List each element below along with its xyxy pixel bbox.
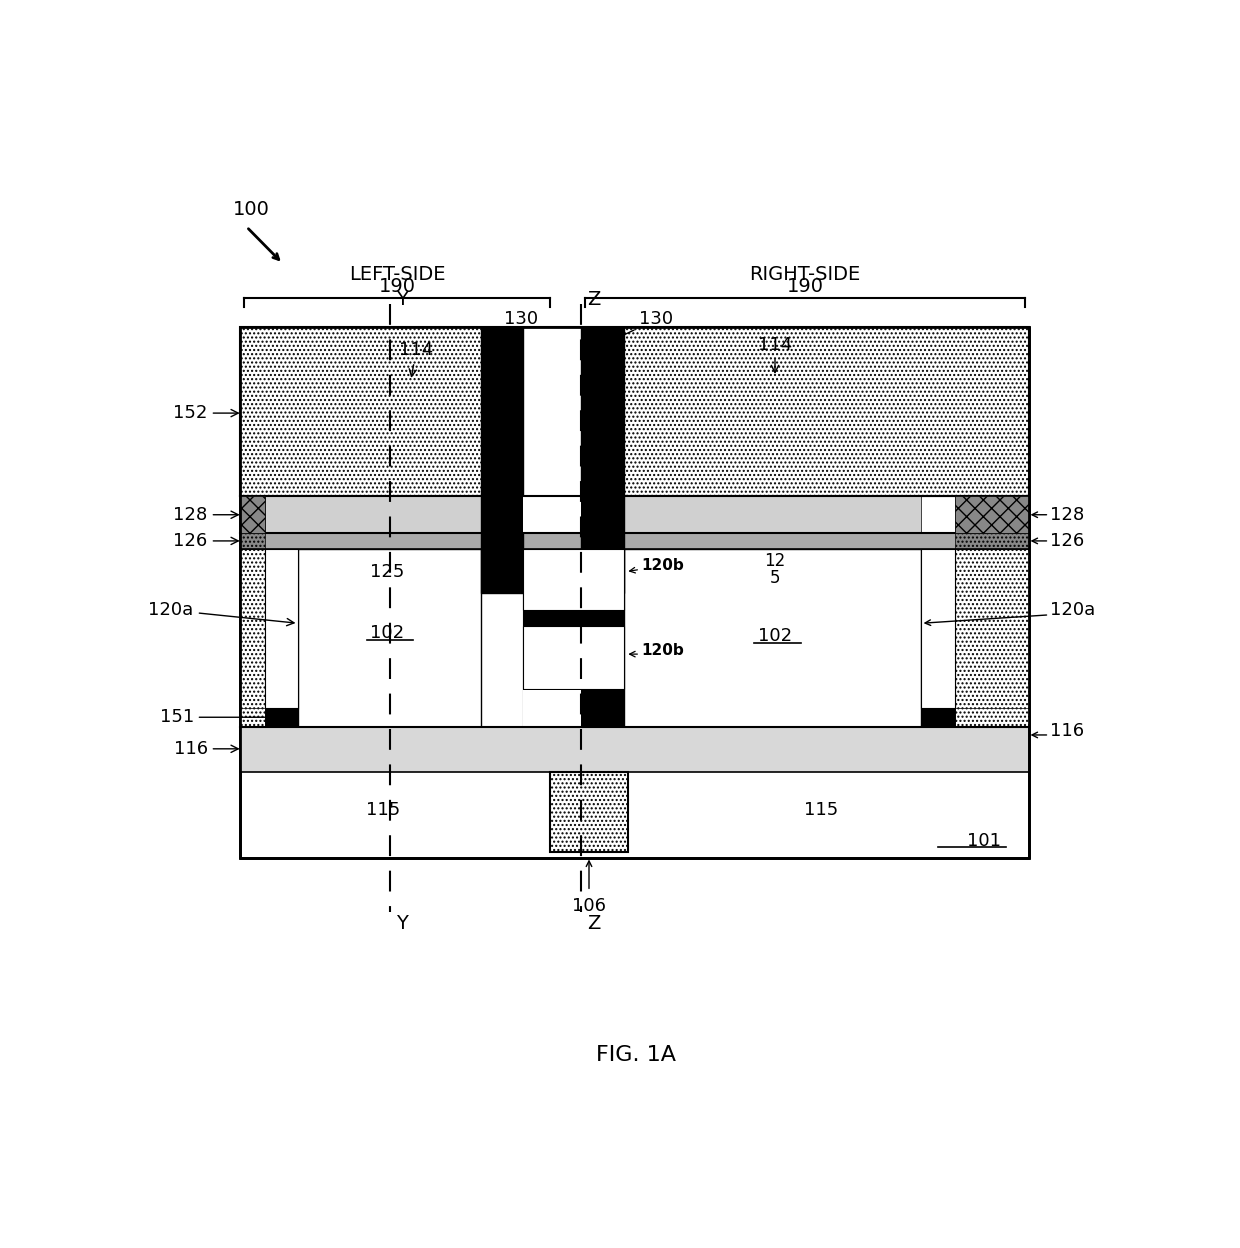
Bar [582,327,624,593]
Text: 102: 102 [758,628,792,645]
Text: LEFT-SIDE: LEFT-SIDE [348,265,445,283]
Text: 116: 116 [174,740,238,758]
Bar [265,708,299,728]
Bar [551,773,627,852]
Bar [241,327,1029,859]
Text: 128: 128 [1050,505,1084,524]
Bar [624,497,920,533]
Text: 130: 130 [593,311,673,349]
Text: 125: 125 [371,563,404,580]
Bar [241,533,265,549]
Bar [241,497,265,533]
Bar [481,327,523,593]
Bar [241,533,1029,549]
Bar [955,497,1029,533]
Text: 102: 102 [371,624,404,643]
Bar [523,610,624,625]
Text: 114: 114 [399,341,433,377]
Bar [241,327,1029,497]
Bar [955,549,1029,728]
Bar [299,549,481,728]
Text: 120b: 120b [641,558,683,573]
Text: 152: 152 [174,404,238,422]
Text: 126: 126 [174,532,238,550]
Text: 120b: 120b [641,643,683,658]
Text: 115: 115 [367,801,401,820]
Bar [523,625,624,689]
Text: 126: 126 [1050,532,1084,550]
Bar [920,708,1029,728]
Text: 114: 114 [758,336,792,373]
Bar [241,708,299,728]
Text: 190: 190 [378,277,415,296]
Text: 151: 151 [160,709,294,726]
Bar [265,549,299,708]
Bar [523,689,624,728]
Text: 120a: 120a [149,602,294,625]
Bar [265,708,299,728]
Bar [523,549,624,610]
Text: 115: 115 [805,801,838,820]
Text: 116: 116 [1050,723,1084,740]
Bar [955,533,1029,549]
Bar [920,708,955,728]
Text: Z: Z [588,915,601,934]
Bar [920,549,955,708]
Bar [920,708,955,728]
Text: 12
5: 12 5 [764,552,786,587]
Text: 100: 100 [233,200,269,220]
Bar [241,549,265,728]
Text: FIG. 1A: FIG. 1A [595,1045,676,1065]
Bar [523,327,582,497]
Text: RIGHT-SIDE: RIGHT-SIDE [750,265,861,283]
Text: Z: Z [588,290,601,310]
Bar [241,497,265,533]
Text: 130: 130 [491,311,538,348]
Bar [523,690,582,728]
Text: 128: 128 [174,505,238,524]
Text: 120a: 120a [1050,602,1095,619]
Bar [523,549,582,728]
Bar [955,497,1029,533]
Bar [265,497,481,533]
Text: 106: 106 [572,896,606,915]
Text: 101: 101 [967,832,1002,850]
Bar [624,549,920,728]
Bar [523,497,582,533]
Bar [241,728,1029,773]
Text: 190: 190 [786,277,823,296]
Text: Y: Y [396,290,408,310]
Text: Y: Y [396,915,408,934]
